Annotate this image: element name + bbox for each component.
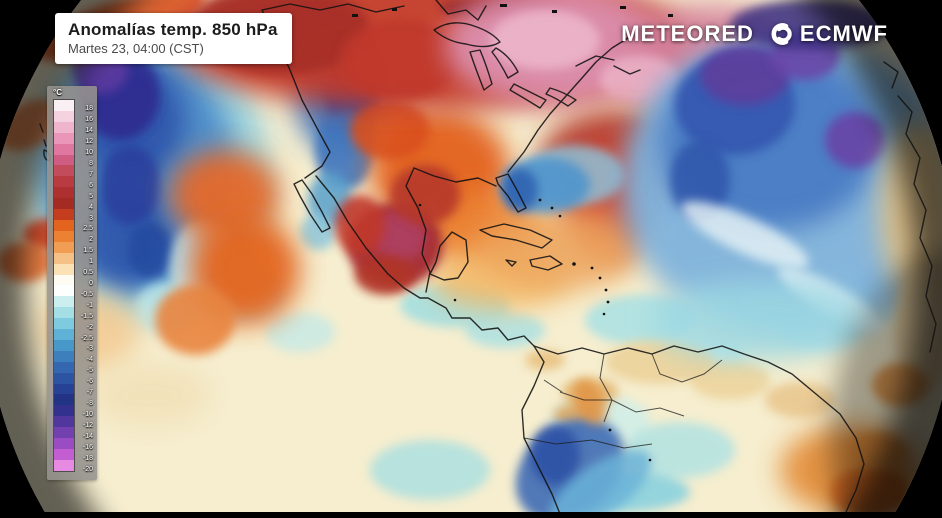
legend-color-segment [54, 209, 74, 220]
temperature-scale-legend: °C 18 16 14 12 10 8 7 6 5 4 3 2.5 2 1.5 1 0.5 0 -0.5 -1 -1.… [47, 86, 97, 480]
legend-tick-label: -12 [82, 421, 93, 429]
legend-color-segment [54, 132, 74, 144]
legend-tick-label: 16 [85, 116, 93, 124]
legend-color-segment [54, 230, 74, 242]
legend-tick-label: 14 [85, 127, 93, 135]
legend-labels: 18 16 14 12 10 8 7 6 5 4 3 2.5 2 1.5 1 0.5 0 -0.5 -1 -1.5 -2… [77, 99, 94, 472]
florida-cold-anomaly [500, 145, 625, 213]
legend-tick-label: 5 [89, 192, 93, 200]
legend-color-segment [54, 339, 74, 351]
legend-tick-label: 2 [89, 236, 93, 244]
corner-shadow [830, 250, 942, 512]
bottom-letterbox [0, 512, 942, 518]
legend-color-segment [54, 285, 74, 297]
legend-tick-label: 18 [85, 105, 93, 113]
legend-bar [53, 99, 75, 472]
legend-tick-label: 0.5 [83, 269, 93, 277]
legend-color-segment [54, 350, 74, 362]
legend-color-segment [54, 110, 74, 122]
legend-tick-label: 2.5 [83, 225, 93, 233]
legend-tick-label: 10 [85, 149, 93, 157]
legend-color-segment [54, 296, 74, 308]
coastlines-layer [39, 0, 937, 512]
legend-tick-label: -16 [82, 443, 93, 451]
legend-tick-label: 3 [89, 214, 93, 222]
legend-tick-label: -2.5 [80, 334, 93, 342]
legend-color-segment [54, 361, 74, 373]
mexico-warm-core [335, 165, 460, 295]
meteored-logo: METEORED [621, 21, 754, 46]
legend-color-segment [54, 383, 74, 395]
legend-tick-label: 4 [89, 203, 93, 211]
legend-color-segment [54, 100, 74, 111]
legend-color-segment [54, 449, 74, 460]
legend-tick-label: 6 [89, 181, 93, 189]
legend-color-segment [54, 121, 74, 133]
legend-color-segment [54, 438, 74, 449]
legend-color-segment [54, 372, 74, 384]
legend-tick-label: -10 [82, 410, 93, 418]
legend-tick-label: -20 [82, 465, 93, 473]
atlantic-cold-anomaly [620, 0, 942, 360]
legend-color-segment [54, 427, 74, 439]
legend-color-segment [54, 187, 74, 199]
legend-tick-label: -4 [86, 356, 93, 364]
legend-color-segment [54, 416, 74, 428]
legend-tick-label: 0 [89, 280, 93, 287]
map-valid-time: Martes 23, 04:00 (CST) [68, 41, 204, 56]
legend-color-segment [54, 176, 74, 188]
legend-color-segment [54, 318, 74, 330]
legend-color-segment [54, 143, 74, 155]
branding-bar: METEORED ECMWF [621, 21, 888, 47]
legend-tick-label: -6 [86, 378, 93, 386]
legend-tick-label: -0.5 [80, 290, 93, 298]
legend-color-segment [54, 263, 74, 275]
legend-tick-label: -1.5 [80, 312, 93, 320]
legend-color-segment [54, 219, 74, 231]
legend-tick-label: -5 [86, 367, 93, 375]
legend-tick-label: -2 [86, 323, 93, 331]
legend-color-segment [54, 307, 74, 319]
legend-tick-label: -8 [86, 400, 93, 408]
legend-color-segment [54, 274, 74, 286]
legend-tick-label: -14 [82, 432, 93, 440]
legend-color-segment [54, 252, 74, 264]
legend-tick-label: 7 [89, 170, 93, 178]
legend-tick-label: 8 [89, 159, 93, 167]
ecmwf-wordmark: ECMWF [799, 21, 888, 46]
legend-color-segment [54, 198, 74, 210]
legend-tick-label: 12 [85, 138, 93, 146]
legend-color-segment [54, 459, 74, 471]
ecmwf-globe-icon [771, 23, 792, 45]
legend-color-segment [54, 241, 74, 253]
ecmwf-logo: ECMWF [770, 21, 888, 47]
legend-tick-label: -3 [86, 345, 93, 353]
legend-color-segment [54, 394, 74, 406]
legend-color-segment [54, 405, 74, 417]
legend-color-segment [54, 329, 74, 340]
legend-unit-label: °C [53, 88, 62, 97]
legend-tick-label: -1 [86, 301, 93, 309]
legend-tick-label: 1.5 [83, 247, 93, 255]
legend-tick-label: -18 [82, 454, 93, 462]
title-card: Anomalías temp. 850 hPa Martes 23, 04:00… [55, 13, 292, 64]
legend-color-segment [54, 165, 74, 177]
map-title: Anomalías temp. 850 hPa [68, 20, 278, 39]
legend-tick-label: -7 [86, 389, 93, 397]
legend-tick-label: 1 [89, 258, 93, 266]
borders-layer [523, 353, 723, 449]
legend-color-segment [54, 154, 74, 166]
